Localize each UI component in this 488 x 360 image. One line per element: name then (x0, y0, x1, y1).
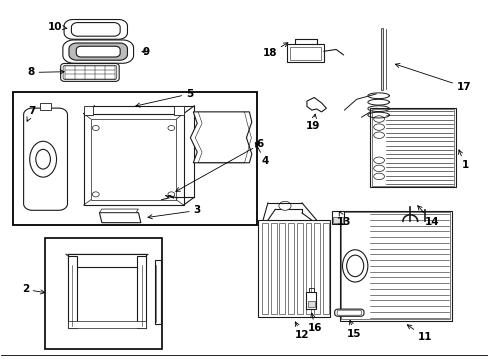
Ellipse shape (92, 192, 99, 197)
Text: 2: 2 (21, 284, 44, 294)
Text: 4: 4 (255, 143, 268, 166)
Bar (307, 301, 314, 307)
Polygon shape (23, 108, 67, 210)
Text: 1: 1 (458, 150, 468, 170)
Ellipse shape (373, 165, 384, 172)
Text: 16: 16 (307, 313, 322, 333)
Text: 18: 18 (262, 43, 287, 58)
Ellipse shape (36, 149, 50, 169)
Text: 13: 13 (337, 211, 351, 226)
Bar (137, 256, 146, 328)
Text: 8: 8 (28, 67, 64, 77)
Ellipse shape (278, 201, 290, 210)
Text: 9: 9 (142, 46, 149, 57)
Polygon shape (334, 309, 363, 316)
Ellipse shape (373, 157, 384, 163)
Ellipse shape (30, 141, 57, 177)
Text: 7: 7 (27, 106, 36, 121)
Bar (287, 44, 324, 62)
Polygon shape (65, 254, 148, 256)
Ellipse shape (308, 102, 313, 106)
Bar (40, 103, 51, 110)
Polygon shape (336, 310, 361, 315)
Bar (371, 109, 453, 186)
Ellipse shape (167, 126, 174, 131)
Ellipse shape (346, 255, 363, 276)
Ellipse shape (92, 126, 99, 131)
Polygon shape (69, 43, 127, 60)
Polygon shape (99, 213, 141, 223)
Bar (68, 320, 146, 328)
Polygon shape (64, 19, 127, 39)
Polygon shape (63, 65, 117, 80)
Bar (296, 223, 302, 314)
Bar (13, 92, 256, 225)
Text: 15: 15 (346, 320, 361, 339)
Bar (173, 107, 183, 116)
Text: 17: 17 (395, 63, 470, 92)
Bar (155, 260, 160, 324)
Text: 14: 14 (417, 206, 439, 226)
Bar (287, 223, 293, 314)
Polygon shape (306, 98, 326, 112)
Bar (68, 254, 146, 267)
Bar (83, 107, 93, 116)
Bar (314, 223, 320, 314)
Bar (258, 220, 330, 317)
Text: 3: 3 (148, 206, 200, 219)
Ellipse shape (373, 116, 384, 122)
Ellipse shape (167, 192, 174, 197)
Bar (340, 212, 449, 319)
Bar (290, 46, 321, 59)
Bar (323, 223, 328, 314)
Text: 5: 5 (136, 89, 193, 107)
Ellipse shape (373, 132, 384, 138)
Bar (279, 223, 285, 314)
Bar (306, 292, 316, 309)
Bar (331, 211, 343, 224)
Bar (262, 223, 267, 314)
Bar (44, 238, 161, 349)
Text: 19: 19 (305, 114, 319, 131)
Bar (332, 217, 342, 223)
Bar (83, 114, 183, 205)
Ellipse shape (373, 173, 384, 180)
Text: 12: 12 (294, 322, 308, 340)
Bar (91, 119, 176, 200)
Polygon shape (76, 46, 120, 57)
Bar (270, 223, 276, 314)
Polygon shape (71, 23, 120, 36)
Text: 6: 6 (176, 139, 264, 192)
Ellipse shape (342, 250, 367, 282)
Text: 10: 10 (48, 22, 67, 32)
Bar (68, 256, 77, 328)
Bar (305, 223, 311, 314)
Text: 11: 11 (407, 325, 431, 342)
Polygon shape (63, 40, 133, 63)
Polygon shape (61, 63, 119, 81)
Polygon shape (190, 112, 251, 163)
Polygon shape (99, 209, 138, 213)
Bar (339, 211, 451, 320)
Ellipse shape (373, 124, 384, 130)
Bar (369, 108, 455, 187)
